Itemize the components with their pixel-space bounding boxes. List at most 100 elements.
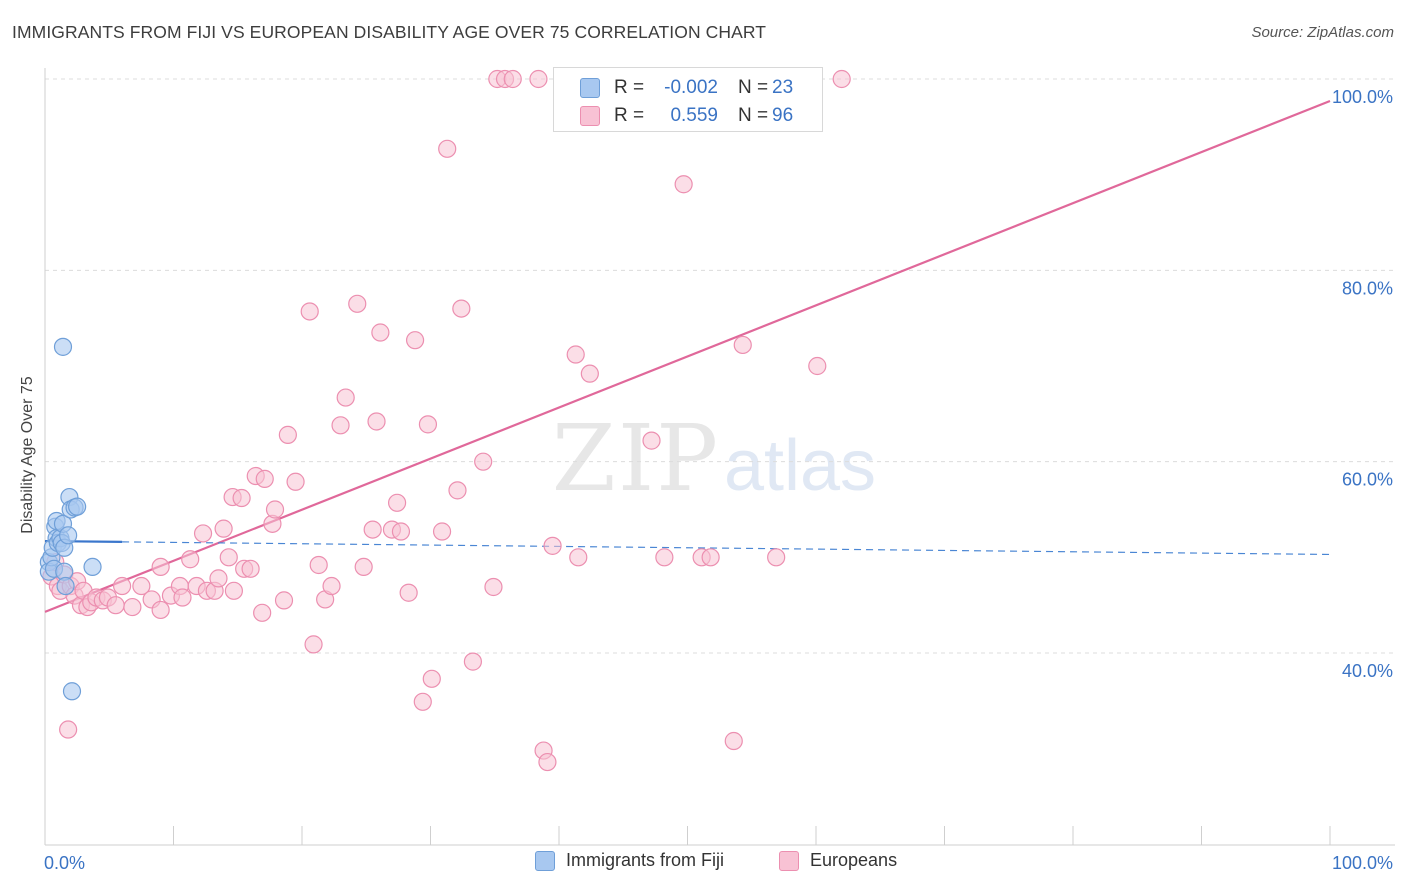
data-point-fiji	[59, 526, 78, 545]
data-point-europeans	[331, 416, 350, 435]
data-point-fiji	[56, 576, 75, 596]
legend: Immigrants from Fiji Europeans	[0, 850, 1406, 880]
data-point-europeans	[418, 415, 438, 434]
stats-row-fiji: R = -0.002 N = 23	[554, 73, 822, 101]
data-point-europeans	[255, 469, 274, 488]
legend-item-fiji[interactable]: Immigrants from Fiji	[535, 850, 724, 871]
watermark-atlas: atlas	[724, 426, 876, 506]
data-point-europeans	[274, 591, 294, 610]
data-point-europeans	[405, 331, 425, 350]
data-point-europeans	[253, 603, 272, 622]
legend-item-europeans[interactable]: Europeans	[779, 850, 897, 871]
data-point-europeans	[484, 577, 503, 597]
data-point-europeans	[363, 520, 382, 539]
stats-swatch-europeans	[580, 106, 600, 126]
data-point-europeans	[808, 356, 827, 376]
data-point-europeans	[674, 175, 693, 194]
stats-box: R = -0.002 N = 23 R = 0.559 N = 96	[553, 67, 823, 132]
x-tick-label: 100.0%	[1332, 853, 1393, 873]
data-point-europeans	[463, 652, 483, 671]
data-point-europeans	[503, 69, 522, 89]
stats-n-label: N =	[738, 105, 769, 126]
x-tick-labels: 0.0% 100.0%	[44, 853, 1393, 873]
data-point-europeans	[348, 294, 367, 313]
stats-r-value: -0.002	[664, 77, 718, 98]
data-point-europeans	[59, 720, 78, 739]
data-point-europeans	[209, 569, 228, 588]
data-point-europeans	[123, 597, 142, 617]
data-point-europeans	[642, 431, 661, 450]
data-point-europeans	[106, 596, 125, 615]
data-point-fiji	[62, 682, 82, 701]
stats-r-label: R =	[614, 105, 645, 126]
data-point-europeans	[832, 69, 851, 89]
y-axis-title: Disability Age Over 75	[19, 376, 36, 534]
data-point-europeans	[241, 559, 260, 578]
stats-n-value: 96	[772, 105, 794, 126]
legend-swatch-europeans	[779, 850, 799, 871]
data-points	[39, 69, 851, 772]
x-tick-label: 0.0%	[44, 853, 85, 873]
legend-label-europeans: Europeans	[810, 850, 898, 870]
data-point-europeans	[232, 488, 251, 508]
data-point-europeans	[309, 555, 328, 575]
data-point-europeans	[474, 452, 493, 471]
data-point-europeans	[132, 576, 151, 596]
data-point-europeans	[371, 323, 390, 342]
y-tick-label: 60.0%	[1342, 470, 1393, 490]
data-point-europeans	[304, 635, 323, 654]
y-tick-label: 40.0%	[1342, 661, 1393, 681]
data-point-europeans	[767, 548, 786, 567]
data-point-europeans	[336, 388, 355, 407]
data-point-europeans	[214, 519, 233, 538]
data-point-europeans	[569, 548, 588, 567]
y-tick-label: 80.0%	[1342, 278, 1393, 298]
stats-n-label: N =	[738, 77, 769, 98]
data-point-europeans	[181, 550, 200, 569]
data-point-europeans	[399, 583, 418, 602]
data-point-europeans	[219, 548, 238, 567]
data-point-fiji	[68, 497, 87, 516]
data-point-europeans	[733, 335, 752, 355]
data-point-fiji	[53, 337, 73, 356]
data-point-europeans	[655, 548, 674, 567]
data-point-europeans	[367, 412, 386, 431]
data-point-europeans	[701, 548, 720, 567]
data-point-europeans	[278, 425, 297, 444]
source-credit: Source: ZipAtlas.com	[1251, 24, 1394, 41]
data-point-europeans	[265, 500, 285, 519]
data-point-europeans	[224, 581, 243, 600]
data-point-europeans	[322, 576, 341, 596]
data-point-europeans	[448, 481, 467, 500]
y-tick-labels: 40.0% 60.0% 80.0% 100.0%	[1332, 87, 1393, 681]
watermark: ZIP atlas	[552, 405, 876, 512]
data-point-europeans	[286, 472, 305, 491]
axes	[44, 68, 1395, 846]
data-point-europeans	[724, 731, 743, 751]
stats-n-value: 23	[772, 77, 794, 98]
watermark-zip: ZIP	[552, 405, 720, 512]
stats-row-europeans: R = 0.559 N = 96	[554, 101, 822, 129]
data-point-europeans	[413, 692, 432, 711]
data-point-europeans	[438, 139, 457, 158]
stats-swatch-fiji	[580, 78, 600, 98]
data-point-europeans	[151, 600, 170, 620]
y-tick-label: 100.0%	[1332, 87, 1393, 107]
data-point-europeans	[300, 302, 319, 321]
stats-r-value: 0.559	[670, 105, 718, 126]
data-point-europeans	[452, 299, 471, 318]
data-point-europeans	[529, 69, 548, 89]
chart-title: IMMIGRANTS FROM FIJI VS EUROPEAN DISABIL…	[12, 22, 767, 42]
data-point-europeans	[387, 493, 407, 512]
data-point-europeans	[422, 669, 441, 688]
legend-swatch-fiji	[535, 850, 555, 871]
data-point-europeans	[566, 345, 585, 364]
data-point-europeans	[391, 522, 411, 541]
data-point-europeans	[580, 364, 599, 383]
data-point-fiji	[83, 557, 102, 577]
trend-line-fiji-dashed	[122, 541, 1331, 556]
data-point-europeans	[432, 522, 452, 541]
data-point-europeans	[112, 576, 132, 596]
data-point-europeans	[173, 588, 192, 607]
